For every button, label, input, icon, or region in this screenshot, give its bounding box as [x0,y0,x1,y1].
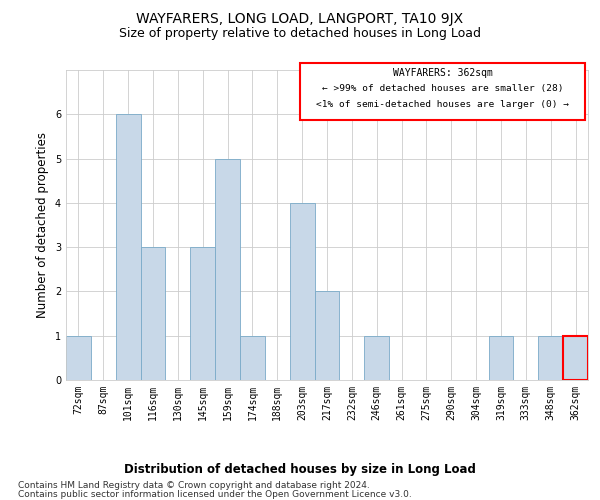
Text: <1% of semi-detached houses are larger (0) →: <1% of semi-detached houses are larger (… [316,100,569,109]
Text: Size of property relative to detached houses in Long Load: Size of property relative to detached ho… [119,28,481,40]
Bar [364,336,389,380]
Text: Distribution of detached houses by size in Long Load: Distribution of detached houses by size … [124,462,476,475]
Bar [240,336,265,380]
Bar [116,114,140,380]
Bar [290,203,314,380]
Text: ← >99% of detached houses are smaller (28): ← >99% of detached houses are smaller (2… [322,84,563,92]
Bar [488,336,514,380]
Bar [314,292,340,380]
Text: Contains public sector information licensed under the Open Government Licence v3: Contains public sector information licen… [18,490,412,499]
Y-axis label: Number of detached properties: Number of detached properties [37,132,49,318]
Bar [140,247,166,380]
Text: WAYFARERS: 362sqm: WAYFARERS: 362sqm [392,68,493,78]
Bar [563,336,588,380]
Bar [215,158,240,380]
Bar [538,336,563,380]
Bar [190,247,215,380]
Bar [66,336,91,380]
Text: WAYFARERS, LONG LOAD, LANGPORT, TA10 9JX: WAYFARERS, LONG LOAD, LANGPORT, TA10 9JX [136,12,464,26]
Text: Contains HM Land Registry data © Crown copyright and database right 2024.: Contains HM Land Registry data © Crown c… [18,481,370,490]
